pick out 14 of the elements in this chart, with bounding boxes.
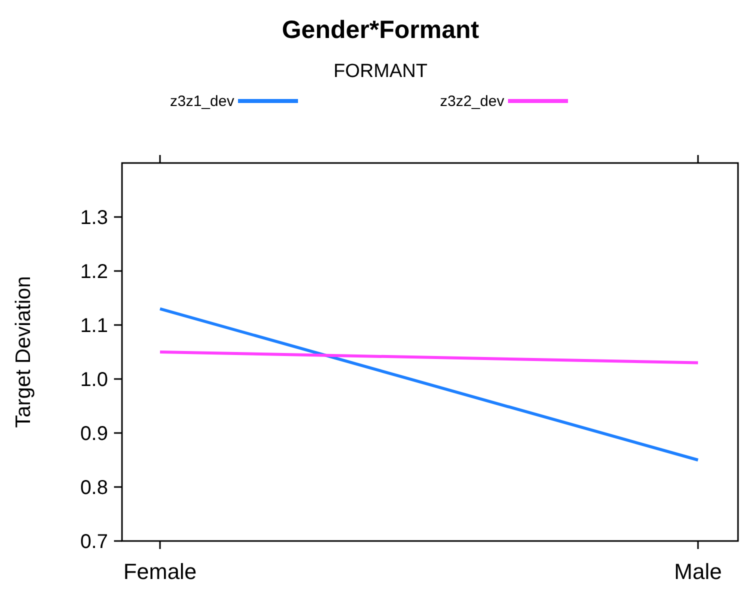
x-tick-label: Female (123, 559, 197, 584)
y-tick-label: 1.0 (80, 369, 108, 391)
y-tick-label: 1.1 (80, 315, 108, 337)
y-tick-label: 0.7 (80, 531, 108, 553)
y-tick-label: 0.9 (80, 423, 108, 445)
legend-label: z3z2_dev (440, 93, 505, 110)
legend-label: z3z1_dev (170, 93, 235, 110)
y-tick-label: 1.2 (80, 261, 108, 283)
y-tick-label: 0.8 (80, 477, 108, 499)
y-tick-label: 1.3 (80, 207, 108, 229)
y-axis-title: Target Deviation (12, 276, 35, 428)
chart-title: Gender*Formant (282, 16, 480, 44)
x-tick-label: Male (674, 559, 722, 584)
legend-title: FORMANT (334, 61, 428, 82)
